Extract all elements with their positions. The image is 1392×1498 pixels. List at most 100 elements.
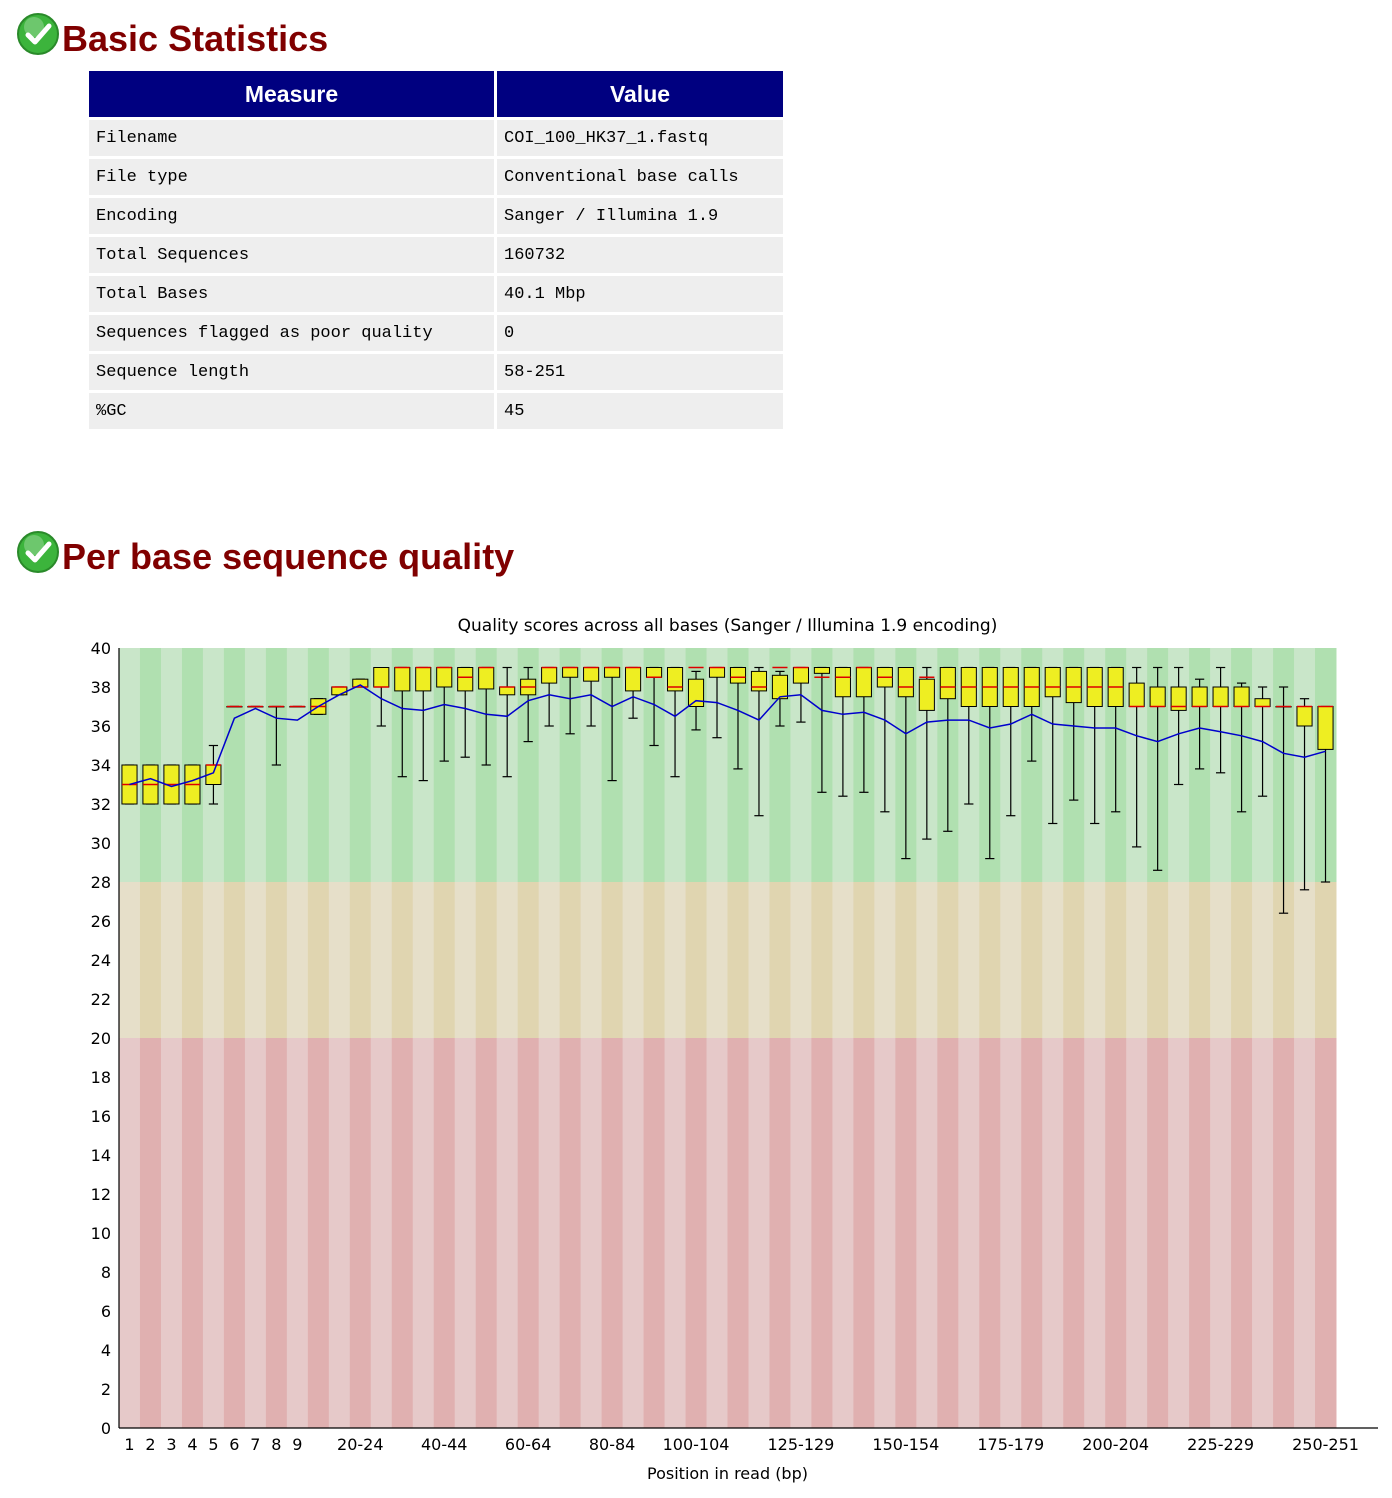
zone-band-poor	[937, 1038, 959, 1428]
quartile-box	[1254, 698, 1271, 707]
y-tick-label: 36	[91, 717, 111, 736]
y-tick-label: 40	[91, 639, 111, 658]
zone-band-warning	[664, 882, 687, 1038]
zone-band-poor	[979, 1038, 1001, 1428]
quartile-box	[373, 667, 390, 688]
zone-band-poor	[328, 1038, 351, 1428]
zone-band-warning	[433, 882, 456, 1038]
zone-band-warning	[139, 882, 162, 1038]
quartile-box	[687, 678, 705, 707]
zone-band-warning	[1126, 882, 1148, 1038]
zone-band-warning	[1252, 882, 1274, 1038]
x-tick-label: 200-204	[1082, 1435, 1149, 1454]
zone-band-warning	[580, 882, 603, 1038]
zone-band-warning	[727, 882, 749, 1038]
quartile-box	[478, 667, 495, 690]
y-tick-label: 12	[91, 1185, 111, 1204]
x-tick-label: 125-129	[768, 1435, 835, 1454]
zone-band-poor	[1210, 1038, 1232, 1428]
zone-band-warning	[811, 882, 833, 1038]
quartile-box	[708, 667, 726, 678]
zone-band-warning	[496, 882, 519, 1038]
table-row: Encoding Sanger / Illumina 1.9	[89, 198, 783, 234]
zone-band-warning	[937, 882, 959, 1038]
quartile-box	[583, 667, 600, 682]
quality-boxplot-chart: Quality scores across all bases (Sanger …	[91, 616, 1378, 1483]
zone-band-warning	[1063, 882, 1085, 1038]
zone-band-poor	[1189, 1038, 1211, 1428]
zone-band-poor	[664, 1038, 687, 1428]
zone-band-poor	[1021, 1038, 1043, 1428]
zone-band-poor	[286, 1038, 309, 1428]
measure-cell: Encoding	[89, 198, 494, 234]
zone-band-warning	[706, 882, 728, 1038]
zone-band-warning	[412, 882, 435, 1038]
y-tick-label: 10	[91, 1224, 111, 1243]
zone-band-warning	[643, 882, 666, 1038]
quartile-box	[1128, 682, 1145, 707]
zone-band-poor	[895, 1038, 917, 1428]
y-tick-label: 8	[101, 1263, 111, 1282]
quartile-box	[939, 667, 956, 700]
value-cell: Sanger / Illumina 1.9	[497, 198, 783, 234]
zone-band-poor	[1252, 1038, 1274, 1428]
zone-band-warning	[370, 882, 393, 1038]
quartile-box	[541, 667, 558, 684]
quartile-box	[1170, 686, 1187, 711]
zone-band-poor	[307, 1038, 330, 1428]
y-tick-label: 30	[91, 834, 111, 853]
x-tick-label: 3	[166, 1435, 176, 1454]
x-tick-label: 40-44	[421, 1435, 468, 1454]
zone-band-warning	[454, 882, 477, 1038]
quartile-box	[646, 667, 663, 678]
y-tick-label: 2	[101, 1380, 111, 1399]
x-tick-label: 6	[229, 1435, 239, 1454]
zone-band-poor	[1063, 1038, 1085, 1428]
zone-band-good	[580, 648, 603, 882]
zone-band-warning	[349, 882, 372, 1038]
mean-line	[129, 684, 1326, 788]
x-tick-label: 7	[250, 1435, 260, 1454]
basic-statistics-table: Measure Value Filename COI_100_HK37_1.fas…	[86, 68, 786, 432]
zone-band-warning	[307, 882, 330, 1038]
table-row: Total Sequences 160732	[89, 237, 783, 273]
zone-band-poor	[559, 1038, 582, 1428]
quartile-box	[771, 674, 789, 700]
zone-band-poor	[1315, 1038, 1337, 1428]
zone-band-poor	[601, 1038, 624, 1428]
zone-band-poor	[811, 1038, 833, 1428]
x-tick-label: 100-104	[663, 1435, 730, 1454]
zone-band-poor	[1147, 1038, 1169, 1428]
zone-band-warning	[958, 882, 980, 1038]
zone-band-warning	[160, 882, 183, 1038]
y-tick-label: 32	[91, 795, 111, 814]
zone-band-poor	[370, 1038, 393, 1428]
quartile-box	[750, 670, 768, 692]
zone-band-warning	[1273, 882, 1295, 1038]
quartile-box	[918, 678, 935, 711]
section-title: Basic Statistics	[62, 18, 329, 59]
zone-band-warning	[1147, 882, 1169, 1038]
zone-band-poor	[685, 1038, 708, 1428]
y-tick-label: 6	[101, 1302, 111, 1321]
zone-band-poor	[1105, 1038, 1127, 1428]
quartile-box	[1212, 686, 1229, 707]
zone-band-good	[328, 648, 351, 882]
zone-band-warning	[517, 882, 540, 1038]
zone-band-warning	[622, 882, 645, 1038]
zone-band-warning	[1105, 882, 1127, 1038]
quartile-box	[625, 667, 642, 692]
x-tick-label: 80-84	[589, 1435, 636, 1454]
quartile-box	[729, 667, 747, 684]
zone-band-warning	[391, 882, 414, 1038]
zone-band-good	[790, 648, 812, 882]
quartile-box	[666, 667, 684, 692]
y-tick-label: 38	[91, 678, 111, 697]
zone-band-poor	[538, 1038, 561, 1428]
zone-band-poor	[223, 1038, 246, 1428]
y-tick-label: 22	[91, 990, 111, 1009]
x-tick-label: 4	[187, 1435, 197, 1454]
zone-band-good	[706, 648, 728, 882]
zone-band-warning	[601, 882, 624, 1038]
zone-band-warning	[979, 882, 1001, 1038]
